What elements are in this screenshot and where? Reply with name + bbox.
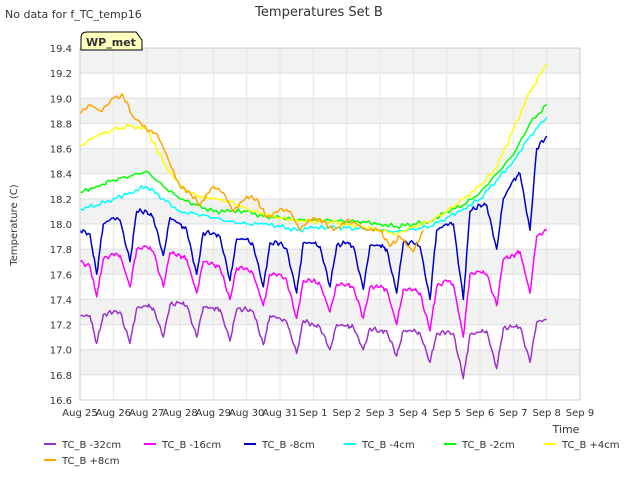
plot-band	[80, 249, 580, 275]
x-tick-label: Sep 5	[432, 408, 460, 419]
series-line	[79, 103, 548, 230]
series-line	[79, 228, 548, 338]
y-tick-labels: 16.6 16.8 17.0 17.2 17.4 17.6 17.8 18.0 18.2 18.4…	[50, 44, 72, 407]
x-tick-label: Aug 30	[229, 408, 264, 419]
series-line	[79, 63, 548, 236]
x-tick-label: Sep 4	[399, 408, 427, 419]
x-tick-label: Sep 6	[466, 408, 494, 419]
plot-band	[80, 148, 580, 174]
y-tick-label: 18.6	[50, 145, 72, 156]
series-line	[79, 116, 548, 233]
y-axis-label: Temperature (C)	[9, 184, 20, 266]
series-line	[79, 135, 548, 301]
x-tick-label: Sep 3	[366, 408, 394, 419]
station-badge: WP_met	[80, 31, 143, 51]
series-line	[79, 93, 424, 253]
plot-band	[80, 374, 580, 400]
legend: TC_B -32cm TC_B -16cm TC_B -8cm TC_B -4cm TC…	[44, 440, 620, 467]
legend-entry: TC_B -16cm	[161, 440, 221, 451]
series-lines	[79, 63, 548, 380]
x-tick-label: Aug 27	[129, 408, 164, 419]
x-tick-label: Aug 25	[62, 408, 97, 419]
x-tick-label: Sep 2	[332, 408, 360, 419]
y-tick-label: 17.4	[50, 295, 72, 306]
chart-title: Temperatures Set B	[254, 5, 383, 20]
station-badge-label: WP_met	[86, 36, 136, 49]
y-tick-label: 16.8	[50, 371, 72, 382]
y-tick-label: 17.2	[50, 321, 72, 332]
series-line	[79, 300, 547, 380]
legend-entry: TC_B +8cm	[61, 456, 120, 467]
legend-entry: TC_B -2cm	[461, 440, 515, 451]
y-tick-label: 16.6	[50, 396, 72, 407]
y-tick-label: 19.4	[50, 44, 72, 55]
y-tick-label: 18.2	[50, 195, 72, 206]
plot-band	[80, 73, 580, 99]
legend-entry: TC_B -8cm	[261, 440, 315, 451]
x-tick-label: Aug 29	[196, 408, 231, 419]
plot-band	[80, 349, 580, 375]
plot-band	[80, 324, 580, 350]
y-tick-label: 18.4	[50, 170, 72, 181]
y-tick-label: 17.6	[50, 270, 72, 281]
legend-entry: TC_B -32cm	[61, 440, 121, 451]
x-tick-label: Aug 31	[262, 408, 297, 419]
plot-band	[80, 48, 580, 74]
y-tick-label: 18.0	[50, 220, 72, 231]
x-axis-label: Time	[552, 423, 580, 436]
x-tick-label: Sep 7	[499, 408, 527, 419]
x-tick-label: Sep 1	[299, 408, 327, 419]
y-tick-label: 19.0	[50, 94, 72, 105]
no-data-note: No data for f_TC_temp16	[5, 8, 142, 21]
x-tick-label: Aug 26	[96, 408, 131, 419]
legend-entry: TC_B -4cm	[361, 440, 415, 451]
y-tick-label: 19.2	[50, 69, 72, 80]
x-tick-label: Sep 8	[532, 408, 560, 419]
y-tick-label: 17.0	[50, 346, 72, 357]
y-tick-label: 17.8	[50, 245, 72, 256]
x-tick-label: Aug 28	[162, 408, 197, 419]
x-tick-label: Sep 9	[566, 408, 594, 419]
y-tick-label: 18.8	[50, 119, 72, 130]
plot-band	[80, 123, 580, 149]
plot-band	[80, 98, 580, 124]
legend-entry: TC_B +4cm	[561, 440, 620, 451]
plot-frame	[79, 47, 581, 401]
